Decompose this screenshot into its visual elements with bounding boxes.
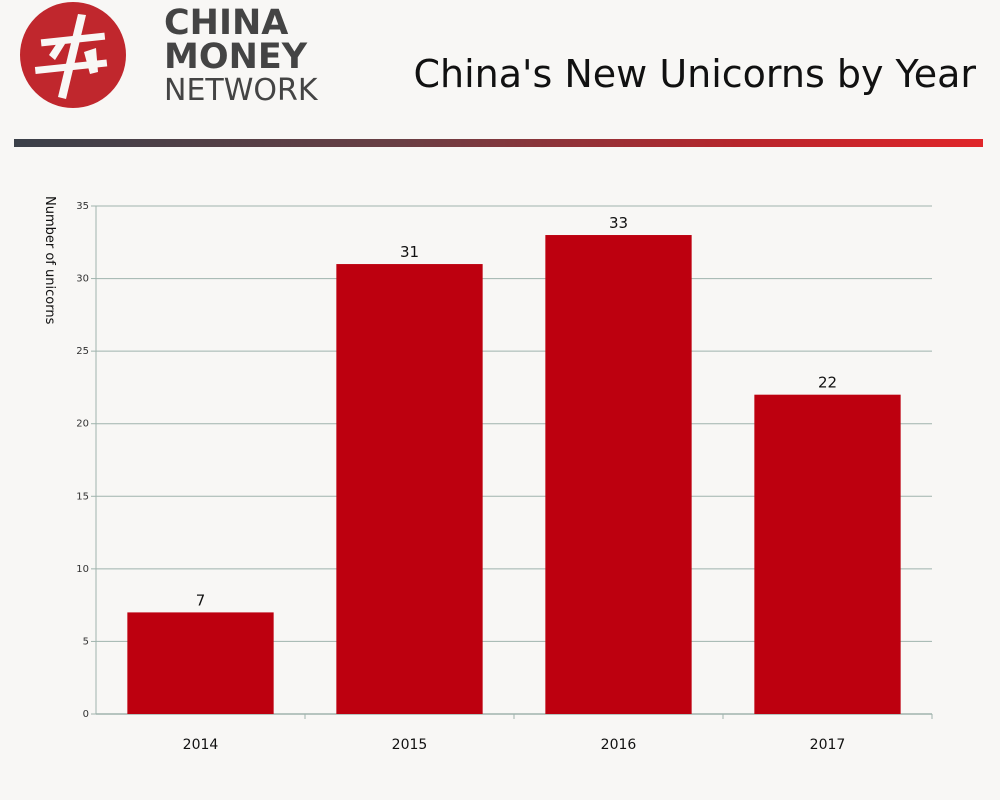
- y-tick-label-30: 30: [76, 274, 89, 285]
- y-tick-label-20: 20: [76, 419, 89, 430]
- y-tick-label-25: 25: [76, 346, 89, 357]
- y-tick-label-35: 35: [76, 201, 89, 212]
- data-label-2016: 33: [609, 214, 628, 232]
- china-money-network-logo-icon: [20, 2, 126, 108]
- brand-logo: CHINA MONEY NETWORK: [16, 0, 318, 112]
- brand-line-3: NETWORK: [164, 73, 318, 108]
- bar-2014: [127, 612, 274, 714]
- y-tick-label-0: 0: [83, 709, 89, 720]
- y-tick-label-15: 15: [76, 491, 89, 502]
- brand-line-1: CHINA: [164, 3, 289, 43]
- data-label-2015: 31: [400, 243, 419, 261]
- brand-line-2: MONEY: [164, 37, 308, 77]
- y-tick-label-10: 10: [76, 564, 89, 575]
- y-tick-label-5: 5: [83, 636, 89, 647]
- bar-2015: [336, 264, 483, 714]
- header-divider: [14, 139, 983, 147]
- bar-2017: [754, 394, 901, 714]
- x-tick-label-2014: 2014: [183, 737, 219, 753]
- brand-wordmark: CHINA MONEY NETWORK: [164, 6, 318, 108]
- data-label-2017: 22: [818, 374, 837, 392]
- chart-title: China's New Unicorns by Year: [413, 52, 977, 96]
- x-tick-label-2017: 2017: [810, 737, 846, 753]
- bar-2016: [545, 235, 692, 714]
- data-label-2014: 7: [196, 591, 206, 609]
- x-tick-label-2016: 2016: [601, 737, 637, 753]
- x-tick-label-2015: 2015: [392, 737, 428, 753]
